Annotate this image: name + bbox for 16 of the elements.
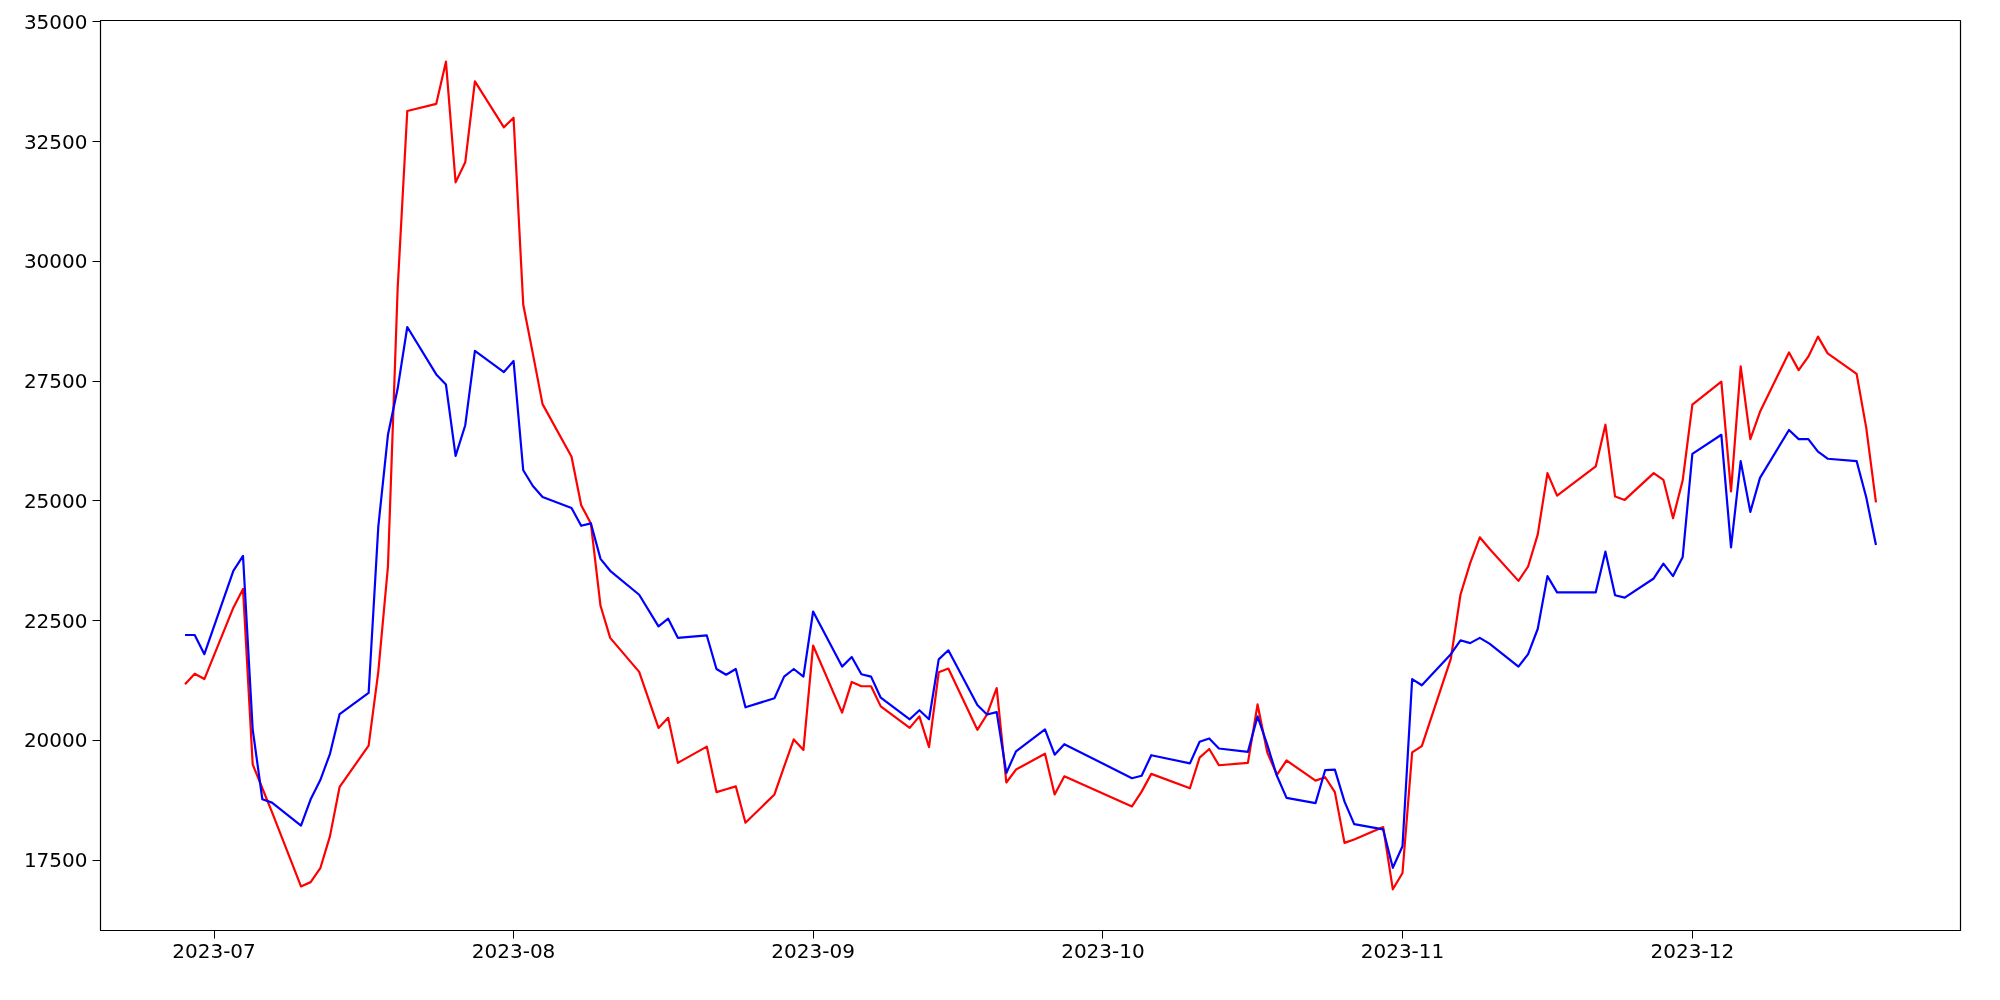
y-tick-label: 27500 [23, 369, 88, 394]
x-tick-label: 2023-08 [471, 938, 556, 963]
x-tick-label: 2023-12 [1650, 938, 1735, 963]
y-tick-label: 35000 [23, 9, 88, 34]
y-tick-label: 25000 [23, 488, 88, 513]
y-tick-label: 20000 [23, 728, 88, 753]
x-tick-label: 2023-11 [1360, 938, 1445, 963]
x-tick-label: 2023-07 [172, 938, 256, 963]
y-tick-label: 22500 [23, 608, 88, 633]
y-tick-label: 30000 [23, 249, 88, 274]
y-tick-label: 32500 [23, 129, 88, 154]
y-tick-label: 17500 [23, 848, 88, 873]
line-series [183, 60, 1878, 891]
line-series [183, 325, 1878, 869]
x-tick-label: 2023-10 [1061, 938, 1145, 963]
x-tick-label: 2023-09 [771, 938, 855, 963]
